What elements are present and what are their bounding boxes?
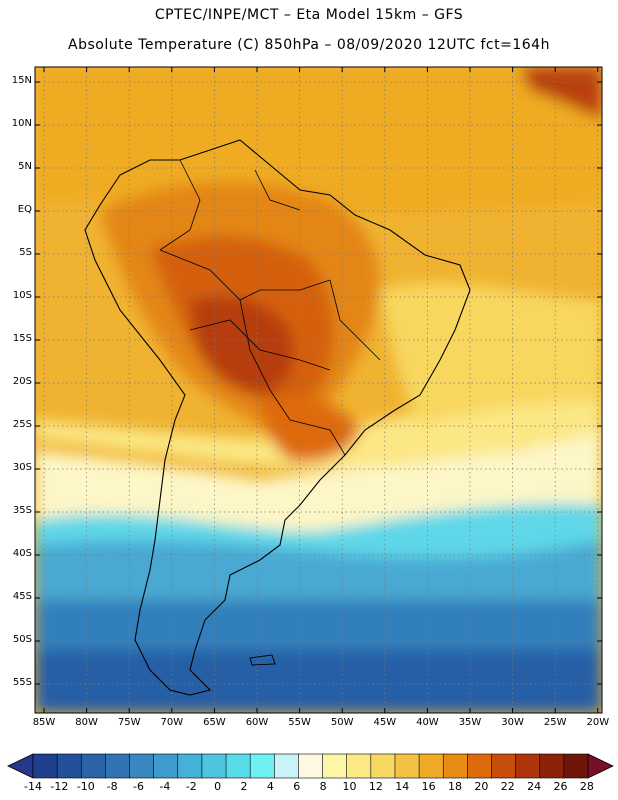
latitude-label: 20S (12, 376, 32, 387)
falkland-islands (249, 654, 276, 666)
colorbar-label: 14 (395, 780, 410, 793)
country-borders (159, 159, 381, 456)
colorbar-label: -2 (185, 780, 197, 793)
colorbar-label: 6 (293, 780, 301, 793)
colorbar-label: 16 (421, 780, 436, 793)
latitude-label: EQ (17, 204, 32, 215)
colorbar-label: 4 (266, 780, 274, 793)
colorbar-label: 26 (553, 780, 568, 793)
colorbar-label: -6 (133, 780, 144, 793)
latitude-label: 10N (11, 118, 32, 129)
latitude-label: 5S (19, 247, 32, 258)
axis-ticks (35, 67, 602, 713)
colorbar-label: 0 (214, 780, 222, 793)
graticule (35, 67, 602, 713)
colorbar-label: 28 (579, 780, 594, 793)
longitude-label: 50W (330, 717, 354, 728)
colorbar-label: 22 (500, 780, 515, 793)
latitude-label: 40S (12, 548, 32, 559)
colorbar-label: 10 (342, 780, 357, 793)
longitude-label: 25W (543, 717, 567, 728)
temperature-field (35, 67, 602, 713)
colorbar-label: -4 (159, 780, 171, 793)
latitude-label: 30S (12, 462, 32, 473)
longitude-label: 20W (586, 717, 610, 728)
longitude-label: 65W (203, 717, 226, 728)
colorbar-label: 24 (527, 780, 542, 793)
map-title-line-1: CPTEC/INPE/MCT – Eta Model 15km – GFS (154, 7, 464, 23)
longitude-label: 30W (501, 717, 524, 728)
colorbar-label: 8 (319, 780, 327, 793)
colorbar-label: -14 (24, 780, 42, 793)
longitude-label: 40W (416, 717, 439, 728)
latitude-label: 15N (11, 75, 32, 86)
longitude-label: 80W (75, 717, 98, 728)
map-title-line-2: Absolute Temperature (C) 850hPa – 08/09/… (68, 37, 550, 53)
temperature-map (34, 66, 603, 714)
colorbar-label: -8 (106, 780, 118, 793)
latitude-label: 10S (12, 290, 32, 301)
colorbar-label: 12 (368, 780, 383, 793)
colorbar-label: 2 (240, 780, 248, 793)
longitude-label: 60W (245, 717, 269, 728)
colorbar-label: -12 (50, 780, 69, 793)
longitude-label: 75W (117, 717, 141, 728)
latitude-label: 5N (18, 161, 32, 172)
longitude-label: 45W (373, 717, 397, 728)
map-frame (34, 66, 603, 714)
latitude-label: 35S (12, 505, 32, 516)
latitude-label: 50S (12, 634, 32, 645)
latitude-label: 25S (12, 419, 32, 430)
longitude-label: 70W (160, 717, 184, 728)
latitude-label: 55S (12, 677, 32, 688)
latitude-label: 45S (12, 591, 32, 602)
latitude-label: 15S (12, 333, 32, 344)
colorbar-label: -10 (76, 780, 95, 793)
south-america-coastline (84, 139, 471, 696)
colorbar-label: 20 (474, 780, 489, 793)
colorbar-label: 18 (447, 780, 462, 793)
longitude-label: 85W (32, 717, 56, 728)
longitude-label: 55W (288, 717, 311, 728)
longitude-label: 35W (458, 717, 482, 728)
